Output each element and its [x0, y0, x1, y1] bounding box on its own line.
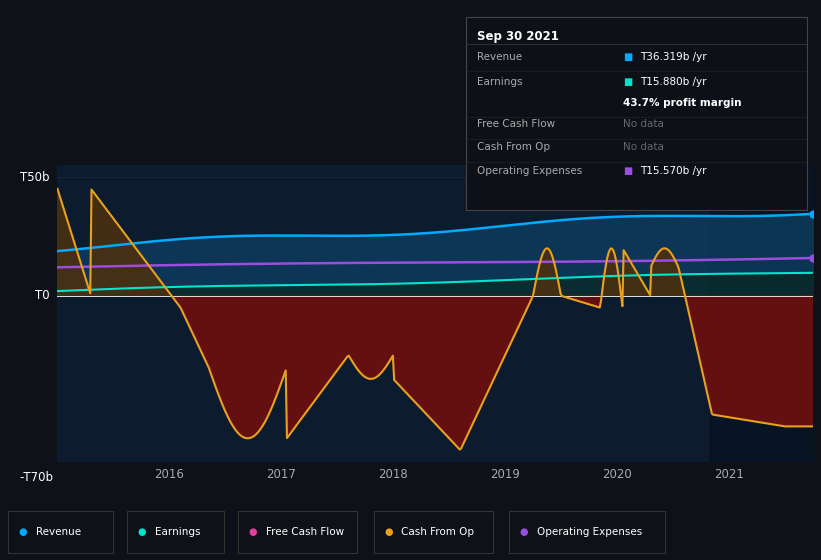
- Text: Т15.880b /yr: Т15.880b /yr: [640, 77, 707, 87]
- Text: ●: ●: [19, 528, 27, 537]
- Text: Operating Expenses: Operating Expenses: [476, 166, 582, 176]
- Text: ●: ●: [138, 528, 146, 537]
- Text: -Т70b: -Т70b: [20, 470, 53, 484]
- Text: Earnings: Earnings: [476, 77, 522, 87]
- Text: Revenue: Revenue: [476, 52, 521, 62]
- Text: Cash From Op: Cash From Op: [476, 142, 549, 152]
- Text: Earnings: Earnings: [155, 528, 200, 537]
- Text: ●: ●: [384, 528, 392, 537]
- Text: ■: ■: [623, 77, 632, 87]
- Text: Т15.570b /yr: Т15.570b /yr: [640, 166, 707, 176]
- Text: Free Cash Flow: Free Cash Flow: [476, 119, 555, 129]
- Text: Т36.319b /yr: Т36.319b /yr: [640, 52, 707, 62]
- Text: ●: ●: [520, 528, 528, 537]
- Text: Cash From Op: Cash From Op: [401, 528, 475, 537]
- Text: Free Cash Flow: Free Cash Flow: [266, 528, 344, 537]
- Text: No data: No data: [623, 142, 664, 152]
- Text: Revenue: Revenue: [36, 528, 81, 537]
- Text: Operating Expenses: Operating Expenses: [537, 528, 642, 537]
- Text: Sep 30 2021: Sep 30 2021: [476, 30, 558, 43]
- Text: Т50b: Т50b: [21, 171, 50, 184]
- Text: ■: ■: [623, 52, 632, 62]
- Bar: [710, 165, 813, 462]
- Text: ■: ■: [623, 166, 632, 176]
- Text: No data: No data: [623, 119, 664, 129]
- Text: ●: ●: [249, 528, 257, 537]
- Text: Т0: Т0: [35, 290, 50, 302]
- Text: 43.7% profit margin: 43.7% profit margin: [623, 98, 741, 108]
